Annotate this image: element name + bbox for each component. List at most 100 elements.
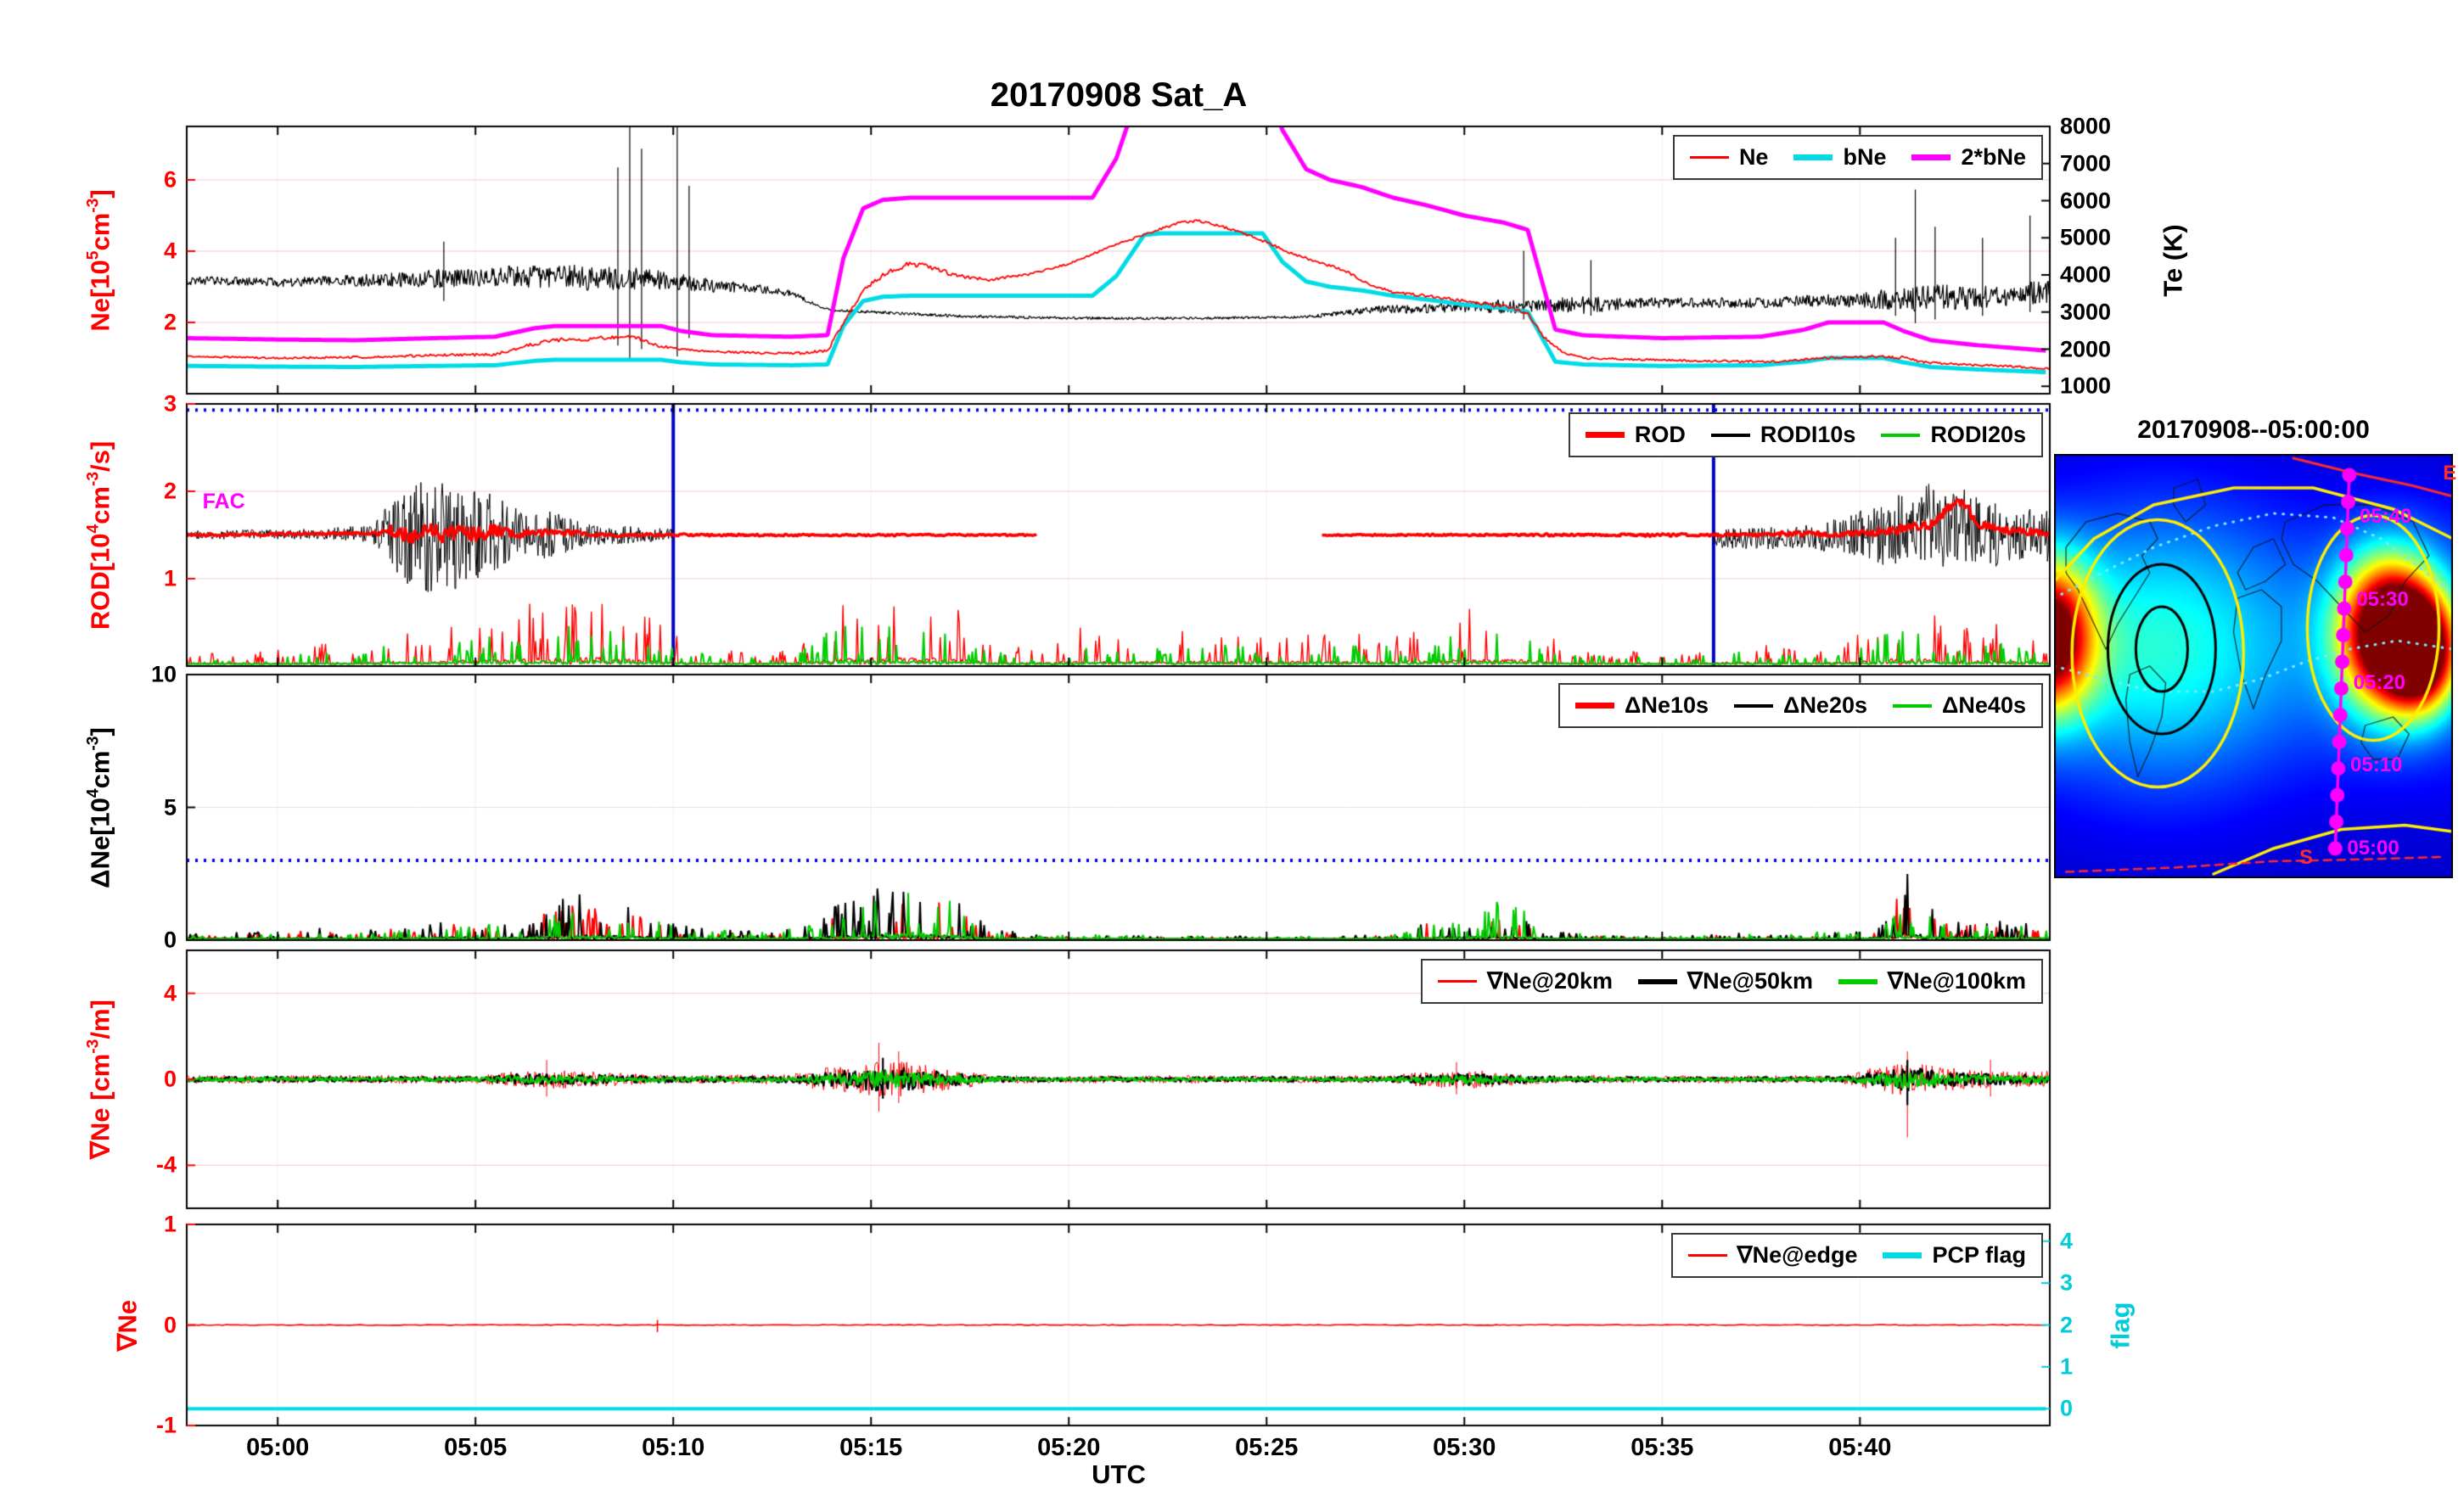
legend-item: ∇Ne@edge — [1687, 1242, 1857, 1269]
legend-item: ΔNe40s — [1893, 692, 2026, 719]
y2-tick-label: 4000 — [2060, 261, 2112, 288]
legend-label: ROD — [1634, 422, 1686, 447]
y-tick-label: 4 — [163, 980, 177, 1006]
legend-panel-1: Ne bNe 2*bNe — [1672, 135, 2043, 180]
y-tick-label: 4 — [163, 238, 177, 264]
legend-item: ROD — [1585, 422, 1686, 448]
legend-swatch — [1689, 156, 1729, 159]
legend-swatch — [1883, 1252, 1922, 1258]
y-axis-label-part: Ne[10 — [85, 259, 115, 332]
legend-label: ΔNe40s — [1942, 692, 2026, 718]
y-axis-label-part: /s] — [85, 440, 115, 472]
legend-swatch — [1734, 703, 1774, 708]
legend-label: RODI10s — [1760, 422, 1856, 447]
y-axis-label-panel-5: ∇Ne — [113, 1299, 143, 1350]
legend-swatch — [1881, 433, 1921, 437]
map-title: 20170908--05:00:00 — [2137, 416, 2370, 444]
x-tick-label: 05:05 — [444, 1434, 508, 1461]
legend-item: RODI10s — [1710, 422, 1856, 448]
y-tick-label: 0 — [163, 1066, 177, 1092]
legend-swatch — [1575, 703, 1615, 709]
legend-item: ΔNe10s — [1575, 692, 1709, 719]
legend-label: bNe — [1843, 144, 1887, 170]
y-axis-label-part: -3 — [84, 1039, 103, 1054]
x-tick-label: 05:00 — [246, 1434, 310, 1461]
y-axis-label-part: ∇Ne [cm — [85, 1053, 115, 1159]
y-axis-label-part: /m] — [85, 1000, 115, 1039]
legend-panel-4: ∇Ne@20km ∇Ne@50km ∇Ne@100km — [1421, 959, 2043, 1004]
x-tick-label: 05:15 — [839, 1434, 903, 1461]
legend-label: Ne — [1738, 144, 1769, 170]
y-axis-label-part: cm — [85, 485, 115, 524]
y-tick-label: 0 — [163, 927, 177, 953]
map-time-label: 05:30 — [2356, 587, 2409, 611]
legend-item: ∇Ne@20km — [1438, 968, 1613, 994]
legend-item: RODI20s — [1881, 422, 2026, 448]
legend-item: PCP flag — [1883, 1242, 2026, 1269]
x-tick-label: 05:30 — [1433, 1434, 1496, 1461]
legend-swatch — [1585, 432, 1625, 438]
legend-label: ∇Ne@50km — [1687, 968, 1814, 994]
x-tick-label: 05:25 — [1235, 1434, 1299, 1461]
y-axis-label-part: 5 — [84, 250, 103, 260]
map-time-label: 05:00 — [2347, 837, 2399, 860]
panel-annotation: FAC — [202, 490, 245, 514]
figure-title: 20170908 Sat_A — [990, 76, 1248, 114]
y2-tick-label: 0 — [2060, 1395, 2074, 1421]
y-axis-label-part: cm — [85, 750, 115, 788]
y-axis-label-part: 4 — [84, 787, 103, 798]
x-tick-label: 05:10 — [642, 1434, 705, 1461]
legend-label: PCP flag — [1932, 1242, 2026, 1268]
legend-item: 2*bNe — [1911, 144, 2026, 171]
legend-item: bNe — [1793, 144, 1886, 171]
y-tick-label: 6 — [163, 166, 177, 193]
y-axis-label-panel-4: ∇Ne [cm-3/m] — [84, 1000, 115, 1159]
legend-panel-2: ROD RODI10s RODI20s — [1568, 412, 2043, 457]
y-axis-label-part: ROD[10 — [85, 533, 115, 630]
legend-item: ∇Ne@50km — [1638, 968, 1813, 994]
y-axis-label-part: ] — [85, 726, 115, 737]
y2-tick-label: 3000 — [2060, 299, 2112, 325]
x-tick-label: 05:40 — [1828, 1434, 1892, 1461]
y2-tick-label: 2000 — [2060, 336, 2112, 361]
y2-tick-label: 5000 — [2060, 224, 2112, 250]
y-axis-label-panel-2: ROD[104cm-3/s] — [84, 440, 115, 630]
legend-swatch — [1838, 978, 1878, 984]
y-tick-label: -4 — [155, 1151, 177, 1178]
y-tick-label: 3 — [163, 390, 177, 417]
map-corner-label: S — [2299, 846, 2314, 869]
legend-label: 2*bNe — [1961, 144, 2026, 170]
x-tick-label: 05:20 — [1037, 1434, 1101, 1461]
y-axis-label-part: -3 — [84, 198, 103, 213]
map-corner-label: E — [2443, 461, 2457, 485]
x-tick-label: 05:35 — [1631, 1434, 1694, 1461]
y2-tick-label: 7000 — [2060, 150, 2112, 176]
legend-label: ΔNe10s — [1625, 692, 1709, 718]
legend-swatch — [1687, 1254, 1727, 1257]
legend-swatch — [1793, 154, 1833, 160]
legend-item: Ne — [1689, 144, 1769, 171]
y2-axis-label-panel-5: flag — [2105, 1301, 2136, 1349]
y-axis-label-part: -3 — [84, 736, 103, 751]
y-axis-label-part: cm — [85, 212, 115, 251]
legend-item: ΔNe20s — [1734, 692, 1867, 719]
legend-label: ∇Ne@20km — [1487, 968, 1614, 994]
y2-tick-label: 1 — [2060, 1353, 2074, 1380]
y-tick-label: 10 — [150, 661, 177, 687]
legend-swatch — [1638, 978, 1678, 984]
y2-tick-label: 8000 — [2060, 113, 2112, 139]
legend-item: ∇Ne@100km — [1838, 968, 2026, 994]
legend-label: RODI20s — [1930, 422, 2026, 447]
legend-swatch — [1893, 703, 1933, 708]
y2-tick-label: 1000 — [2060, 372, 2112, 399]
y-axis-label-part: 4 — [84, 524, 103, 534]
legend-panel-5: ∇Ne@edge PCP flag — [1670, 1233, 2043, 1278]
map-time-label: 05:20 — [2353, 670, 2406, 694]
y-axis-label-panel-1: Ne[105cm-3] — [84, 189, 115, 332]
y2-tick-label: 3 — [2060, 1269, 2074, 1296]
map-time-label: 05:10 — [2350, 753, 2403, 777]
legend-swatch — [1438, 980, 1478, 983]
legend-label: ∇Ne@100km — [1888, 968, 2026, 994]
